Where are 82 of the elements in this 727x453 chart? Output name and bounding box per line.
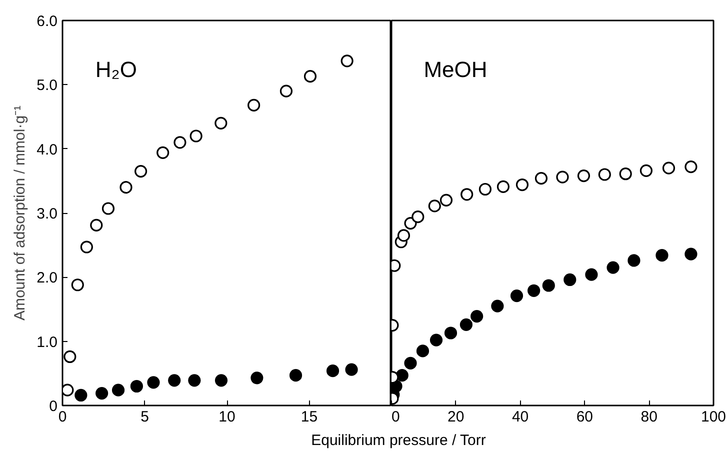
point	[444, 326, 458, 340]
y-tick-label: 3.0	[36, 206, 58, 222]
x-tick-label: 0	[392, 408, 400, 426]
point	[430, 334, 443, 346]
point	[289, 369, 302, 382]
x-tick-label: 10	[218, 408, 236, 426]
point	[64, 350, 76, 364]
point	[662, 162, 676, 174]
point	[619, 168, 632, 180]
point	[74, 388, 88, 402]
x-tick-label: 100	[700, 408, 726, 426]
point	[564, 273, 576, 286]
text: MeOH	[424, 57, 488, 82]
x-tick-label: 60	[576, 408, 594, 426]
point	[440, 194, 453, 206]
point	[190, 130, 202, 142]
point	[340, 54, 354, 68]
point	[130, 380, 143, 393]
y-tick-label: 5.0	[36, 77, 58, 94]
y-tick-label: 6.0	[36, 13, 58, 30]
point	[71, 278, 84, 292]
point	[188, 374, 201, 387]
point	[516, 178, 529, 192]
point	[174, 136, 186, 149]
point	[460, 318, 473, 331]
point	[214, 116, 228, 130]
point	[102, 202, 115, 215]
point	[250, 372, 264, 384]
point	[534, 172, 548, 185]
point	[345, 363, 358, 376]
point	[640, 164, 652, 177]
point	[120, 181, 132, 194]
point	[90, 218, 103, 232]
point	[496, 180, 510, 193]
point	[577, 169, 590, 182]
point	[491, 300, 504, 312]
point	[280, 84, 293, 98]
x-tick-label: 20	[448, 408, 464, 426]
y-tick-label: 1.0	[36, 334, 58, 351]
point	[397, 229, 410, 242]
point	[606, 261, 620, 274]
point	[168, 374, 181, 387]
x-tick-label: 5	[140, 408, 149, 426]
x-tick-label: 80	[640, 408, 658, 426]
text: H₂O	[95, 57, 137, 82]
point	[510, 289, 524, 302]
point	[214, 374, 228, 387]
y-tick-label: 4.0	[36, 141, 58, 158]
point	[556, 170, 569, 184]
point	[460, 188, 474, 201]
point	[416, 344, 430, 358]
point	[478, 182, 492, 196]
point	[96, 387, 108, 400]
point	[412, 210, 424, 224]
point	[326, 364, 340, 378]
point	[656, 249, 668, 262]
point	[396, 369, 408, 382]
point	[156, 146, 170, 159]
point	[404, 216, 417, 230]
y-tick-label: 0	[49, 398, 58, 415]
point	[62, 384, 74, 396]
point	[628, 254, 640, 267]
x-axis-title: Equilibrium pressure / Torr	[310, 431, 487, 451]
point	[684, 160, 698, 174]
y-tick-label: 2.0	[36, 270, 58, 287]
point	[585, 268, 598, 281]
point	[304, 70, 317, 83]
point	[248, 98, 260, 112]
point	[470, 310, 484, 323]
point	[80, 240, 93, 254]
point	[112, 384, 125, 396]
point	[528, 284, 540, 297]
y-axis-title: Amount of adsorption / mmol·g⁻¹	[12, 105, 29, 321]
point	[147, 376, 160, 389]
point	[134, 165, 148, 178]
x-tick-label: 40	[512, 408, 529, 426]
point	[404, 356, 417, 370]
point	[542, 279, 555, 292]
x-tick-label: 15	[300, 408, 318, 426]
point	[598, 168, 611, 181]
point	[428, 200, 441, 212]
point	[684, 248, 698, 260]
